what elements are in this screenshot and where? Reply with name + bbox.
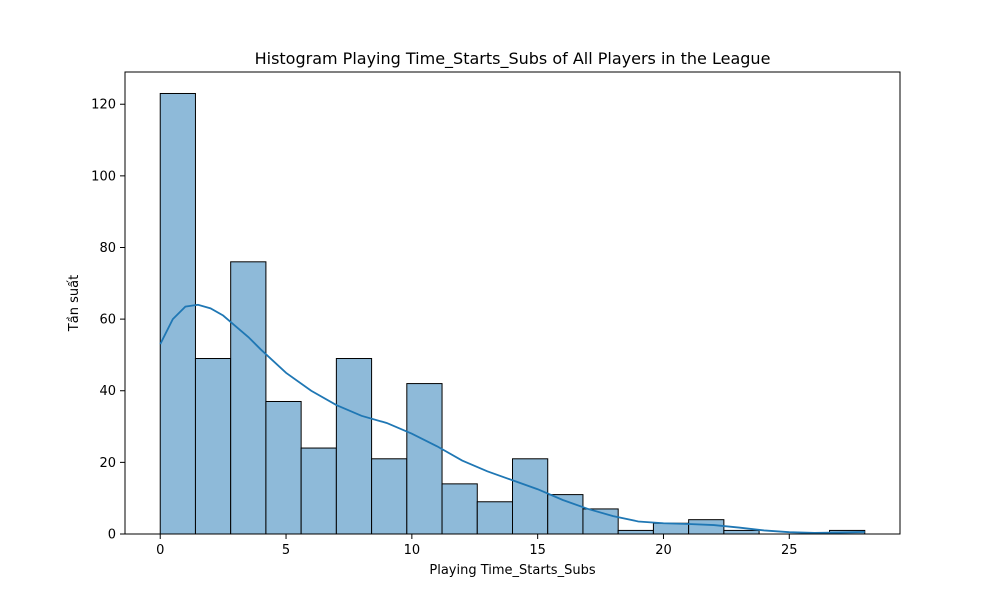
x-tick-label: 15 xyxy=(529,543,546,558)
chart-title: Histogram Playing Time_Starts_Subs of Al… xyxy=(255,49,771,69)
y-tick-label: 0 xyxy=(108,528,116,543)
histogram-bar xyxy=(652,522,690,535)
histogram-bar xyxy=(512,458,549,535)
x-tick-label: 10 xyxy=(404,543,421,558)
histogram-bar xyxy=(617,529,654,535)
y-axis-ticks: 0 20 40 60 80 100 120 xyxy=(91,98,125,543)
x-tick-label: 25 xyxy=(781,543,798,558)
x-tick-label: 20 xyxy=(655,543,672,558)
histogram-bar xyxy=(230,261,267,535)
x-tick-label: 0 xyxy=(156,543,164,558)
kde-line xyxy=(159,303,865,534)
y-tick-label: 120 xyxy=(91,98,116,113)
y-tick-label: 40 xyxy=(99,384,116,399)
x-axis-label: Playing Time_Starts_Subs xyxy=(429,563,595,578)
histogram-bar xyxy=(723,529,760,535)
histogram-bar xyxy=(265,400,302,535)
y-tick-label: 80 xyxy=(99,241,116,256)
x-tick-label: 5 xyxy=(282,543,290,558)
axes-frame xyxy=(124,71,901,535)
histogram-bar xyxy=(688,519,725,535)
histogram-bar xyxy=(476,501,514,535)
y-tick-label: 100 xyxy=(91,169,116,184)
histogram-bar xyxy=(371,458,408,535)
y-tick-label: 60 xyxy=(99,313,116,328)
y-tick-label: 20 xyxy=(99,456,116,471)
histogram-bar xyxy=(194,358,232,535)
histogram-bar xyxy=(335,358,373,535)
y-axis-label: Tần suất xyxy=(67,275,82,332)
histogram-bar xyxy=(406,383,443,535)
bars-group xyxy=(159,92,866,535)
histogram-bar xyxy=(441,483,478,535)
histogram-bar xyxy=(300,447,337,535)
x-axis-ticks: 0 5 10 15 20 25 xyxy=(156,534,798,558)
